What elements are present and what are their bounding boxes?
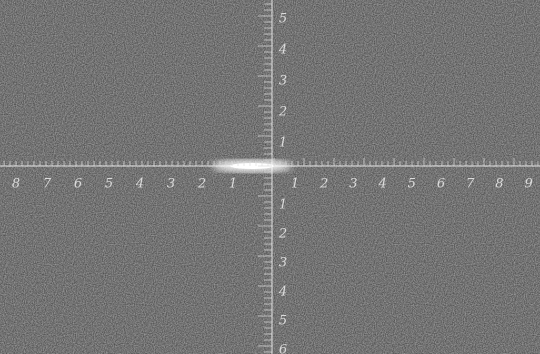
x-label: 7 bbox=[466, 177, 475, 192]
y-label: 6 bbox=[279, 343, 287, 354]
x-label: 7 bbox=[43, 177, 52, 192]
x-label: 8 bbox=[495, 177, 503, 192]
x-label: 4 bbox=[377, 177, 386, 192]
y-label: 4 bbox=[278, 285, 287, 300]
x-label: 5 bbox=[408, 177, 416, 192]
x-label: 6 bbox=[437, 177, 445, 192]
y-label: 3 bbox=[279, 74, 287, 89]
y-label: 3 bbox=[279, 256, 287, 271]
x-label: 1 bbox=[291, 177, 299, 192]
x-label: 3 bbox=[349, 177, 357, 192]
x-label: 6 bbox=[74, 177, 82, 192]
y-label: 4 bbox=[278, 43, 287, 58]
y-label: 2 bbox=[278, 105, 287, 120]
y-label: 5 bbox=[279, 12, 287, 27]
x-label: 5 bbox=[105, 177, 113, 192]
x-label: 1 bbox=[229, 177, 237, 192]
x-label: 4 bbox=[135, 177, 144, 192]
y-label: 1 bbox=[279, 198, 287, 213]
page: 8765432112345678954321123456 (() => { co… bbox=[0, 0, 540, 354]
x-label: 2 bbox=[319, 177, 328, 192]
y-label: 2 bbox=[278, 227, 287, 242]
x-label: 9 bbox=[524, 177, 532, 192]
x-label: 8 bbox=[12, 177, 20, 192]
photo: 8765432112345678954321123456 bbox=[0, 0, 540, 354]
y-label: 1 bbox=[279, 136, 287, 151]
x-label: 3 bbox=[167, 177, 175, 192]
x-label: 2 bbox=[197, 177, 206, 192]
y-label: 5 bbox=[279, 314, 287, 329]
